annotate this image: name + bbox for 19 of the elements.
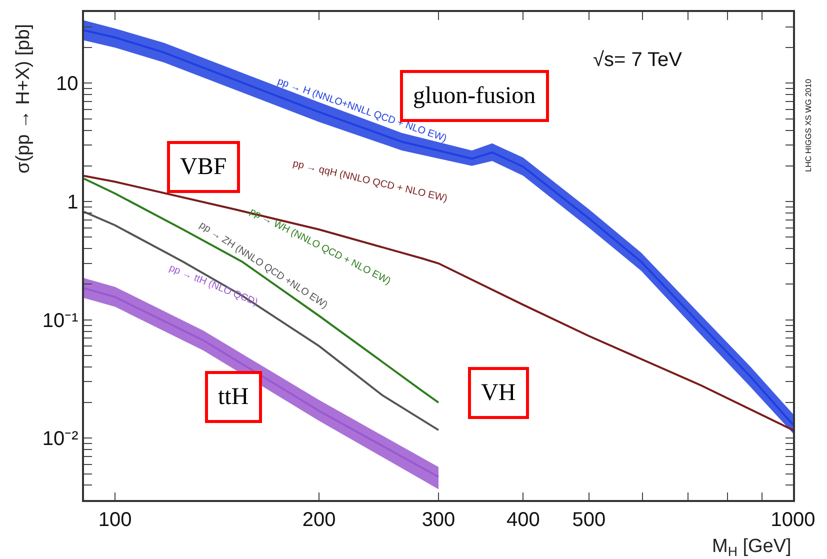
y-tick-label: 10 <box>56 73 78 96</box>
annotation: √s= 7 TeV <box>593 49 683 71</box>
y-tick-label: 1 <box>67 192 78 214</box>
y-axis-title: σ(pp → H+X) [pb] <box>12 24 34 174</box>
x-tick-label: 100 <box>98 508 132 531</box>
annotation: VBF <box>180 154 227 180</box>
x-tick-label: 300 <box>422 508 456 531</box>
x-axis-title: M$_{H}$ [GeV] <box>712 536 792 559</box>
x-tick-label: 400 <box>506 508 540 531</box>
y-tick-label: 10⁻¹ <box>42 310 79 332</box>
text: LHC HIGGS XS WG 2010 <box>804 78 814 172</box>
annotation: VH <box>481 380 516 406</box>
annotation: gluon-fusion <box>413 83 536 109</box>
annotation: ttH <box>218 384 249 410</box>
text: pp → qqH (NNLO QCD + NLO EW) <box>292 158 448 205</box>
x-tick-label: 500 <box>572 508 606 531</box>
x-tick-label: 200 <box>302 508 336 531</box>
y-tick-label: 10⁻² <box>42 428 79 450</box>
x-tick-label: 1000 <box>770 508 816 531</box>
